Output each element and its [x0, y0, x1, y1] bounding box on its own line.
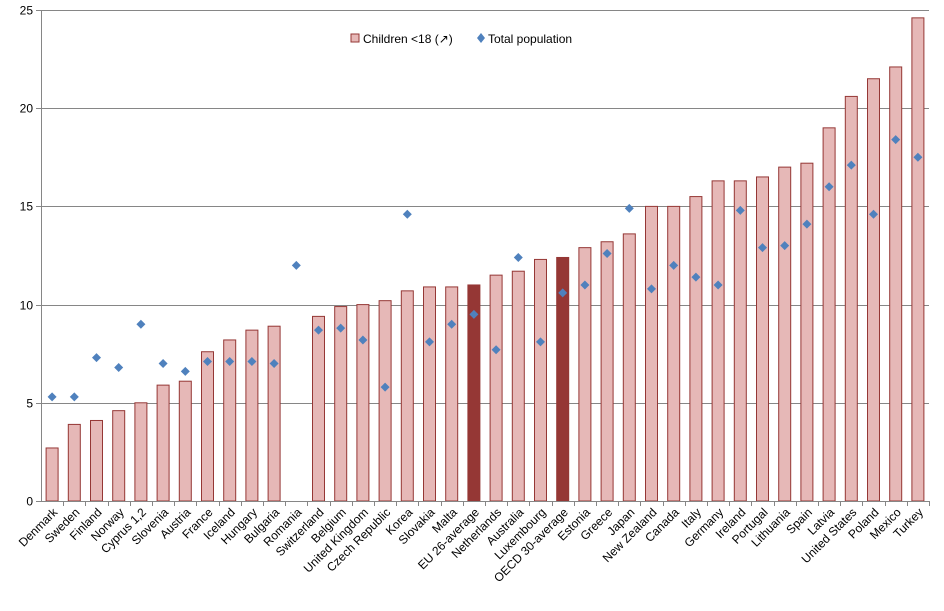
- marker-france: [203, 357, 212, 367]
- bar-sweden: [67, 423, 81, 502]
- bar-canada: [667, 205, 681, 502]
- marker-denmark: [47, 392, 57, 402]
- bar-belgium: [334, 306, 348, 502]
- legend-label-total: Total population: [488, 32, 572, 46]
- bar-mexico: [889, 66, 903, 502]
- bar-lithuania: [778, 166, 792, 502]
- bar-cyprus-1-2: [134, 402, 148, 502]
- marker-hungary: [247, 357, 257, 367]
- bar-italy: [689, 196, 703, 502]
- y-tick-label: 5: [26, 397, 33, 411]
- marker-canada: [669, 260, 679, 270]
- legend-label-children: Children <18 (↗): [363, 32, 453, 46]
- marker-bulgaria: [269, 359, 279, 369]
- bar-bulgaria: [267, 325, 281, 502]
- y-tick-label: 0: [26, 495, 33, 509]
- bar-korea: [400, 290, 414, 502]
- marker-czech-republic: [380, 382, 390, 392]
- bar-united-kingdom: [356, 304, 370, 502]
- marker-slovakia: [425, 337, 434, 347]
- marker-slovenia: [158, 359, 168, 369]
- bar-hungary: [245, 329, 259, 502]
- legend: Children <18 (↗) Total population: [350, 32, 572, 46]
- bar-malta: [445, 286, 459, 502]
- marker-united-kingdom: [358, 335, 368, 345]
- marker-korea: [402, 209, 412, 219]
- marker-spain: [802, 219, 812, 229]
- marker-luxembourg: [536, 337, 545, 347]
- bar-slovenia: [156, 384, 170, 502]
- marker-latvia: [824, 182, 834, 192]
- axis-layer: 0510152025DenmarkSwedenFinlandNorwayCypr…: [16, 4, 930, 585]
- bar-united-states: [844, 95, 858, 502]
- marker-portugal: [758, 243, 767, 253]
- bar-netherlands: [489, 274, 503, 502]
- marker-ireland: [735, 205, 745, 215]
- markers-layer: [47, 135, 923, 402]
- bar-slovakia: [423, 286, 436, 502]
- marker-finland: [92, 353, 101, 363]
- bar-norway: [112, 410, 126, 502]
- bar-spain: [800, 162, 814, 502]
- bar-turkey: [911, 17, 925, 502]
- marker-turkey: [913, 152, 923, 162]
- marker-romania: [291, 260, 301, 270]
- bar-portugal: [756, 176, 769, 502]
- bar-denmark: [45, 447, 59, 502]
- marker-greece: [602, 249, 612, 259]
- marker-estonia: [580, 280, 590, 290]
- bar-new-zealand: [645, 205, 658, 502]
- y-tick-label: 15: [20, 200, 34, 214]
- bar-france: [201, 351, 214, 502]
- bar-japan: [622, 233, 636, 502]
- marker-italy: [691, 272, 701, 282]
- marker-mexico: [891, 135, 901, 145]
- bar-finland: [90, 419, 103, 502]
- bar-australia: [511, 270, 525, 502]
- marker-austria: [180, 366, 190, 376]
- bars-layer: [45, 17, 925, 502]
- marker-japan: [624, 203, 634, 213]
- y-tick-label: 10: [20, 299, 34, 313]
- marker-cyprus-1-2: [136, 319, 146, 329]
- marker-belgium: [336, 323, 346, 333]
- marker-germany: [713, 280, 723, 290]
- bar-poland: [867, 78, 880, 502]
- legend-marker-total: [477, 33, 485, 43]
- marker-malta: [447, 319, 457, 329]
- bar-greece: [600, 241, 614, 502]
- marker-sweden: [69, 392, 79, 402]
- bar-czech-republic: [378, 300, 392, 502]
- y-tick-label: 25: [20, 4, 34, 18]
- marker-lithuania: [780, 241, 790, 251]
- bar-germany: [711, 180, 725, 502]
- marker-netherlands: [491, 345, 501, 355]
- marker-australia: [513, 252, 523, 262]
- bar-luxembourg: [534, 258, 547, 502]
- marker-oecd-30-average: [558, 288, 568, 298]
- legend-swatch-children: [350, 33, 360, 43]
- marker-new-zealand: [647, 284, 656, 294]
- marker-iceland: [225, 357, 235, 367]
- marker-switzerland: [314, 325, 323, 335]
- grid-layer: [41, 10, 929, 404]
- marker-eu-26-average: [469, 309, 479, 319]
- bar-austria: [178, 380, 192, 502]
- marker-norway: [114, 362, 124, 372]
- y-tick-label: 20: [20, 102, 34, 116]
- bar-switzerland: [312, 315, 325, 502]
- marker-united-states: [846, 160, 856, 170]
- bar-ireland: [733, 180, 747, 502]
- marker-poland: [869, 209, 878, 219]
